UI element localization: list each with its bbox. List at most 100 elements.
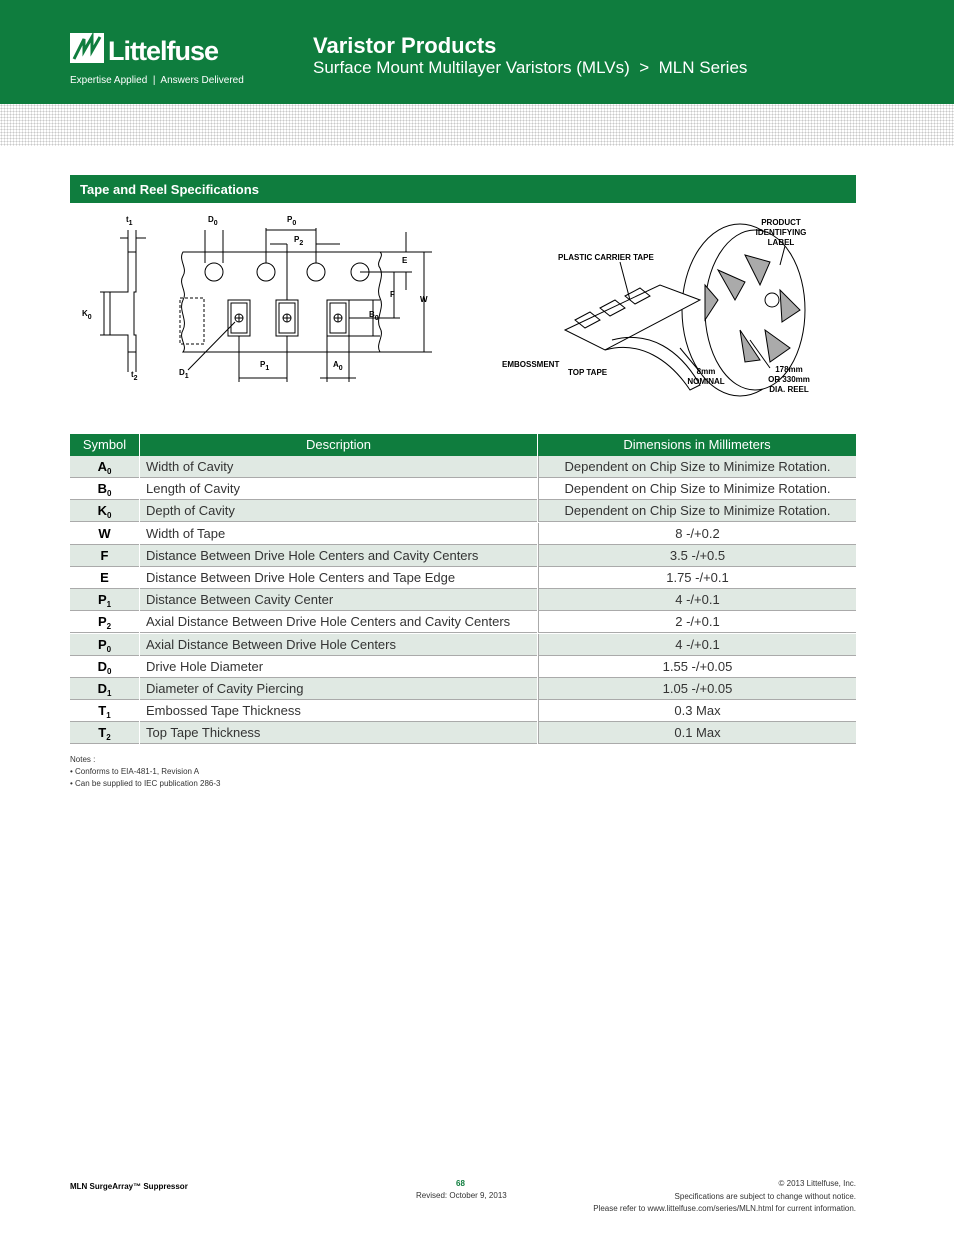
label-main: P bbox=[260, 360, 266, 369]
label-sub: 2 bbox=[299, 240, 303, 247]
description-cell: Distance Between Cavity Center bbox=[140, 589, 537, 612]
column-header: Description bbox=[140, 434, 537, 456]
reel-label: DIA. REEL bbox=[769, 385, 809, 394]
symbol-sub: 0 bbox=[106, 644, 112, 654]
symbol-cell: T2 bbox=[70, 722, 139, 745]
description-cell: Depth of Cavity bbox=[140, 500, 537, 523]
notes-title: Notes : bbox=[70, 755, 96, 764]
dimension-label: P0 bbox=[287, 215, 296, 227]
dimension-label: D0 bbox=[208, 215, 218, 227]
reel-label: TOP TAPE bbox=[568, 368, 608, 377]
description-cell: Length of Cavity bbox=[140, 478, 537, 501]
dimension-cell: 1.55 -/+0.05 bbox=[538, 655, 856, 678]
symbol-cell: A0 bbox=[70, 456, 139, 478]
description-cell: Drive Hole Diameter bbox=[140, 655, 537, 678]
symbol-main: P bbox=[97, 636, 107, 652]
symbol-cell: D1 bbox=[70, 678, 139, 700]
symbol-main: F bbox=[100, 547, 109, 563]
description-cell: Width of Cavity bbox=[140, 456, 537, 478]
header-bar bbox=[0, 0, 954, 104]
reel-label: EMBOSSMENT bbox=[502, 360, 559, 369]
symbol-main: P bbox=[97, 592, 107, 608]
section-title: Tape and Reel Specifications bbox=[80, 182, 259, 197]
dimension-cell: Dependent on Chip Size to Minimize Rotat… bbox=[538, 456, 856, 478]
label-sub: 1 bbox=[265, 365, 269, 372]
symbol-main: B bbox=[97, 481, 107, 497]
dimension-cell: 8 -/+0.2 bbox=[538, 522, 856, 545]
description-cell: Top Tape Thickness bbox=[140, 722, 537, 745]
dimension-label: P1 bbox=[260, 360, 269, 372]
symbol-cell: K0 bbox=[70, 500, 139, 523]
footer-disclaimer: Specifications are subject to change wit… bbox=[674, 1192, 856, 1201]
symbol-cell: P2 bbox=[70, 611, 139, 634]
symbol-sub: 0 bbox=[106, 666, 112, 676]
dimension-cell: Dependent on Chip Size to Minimize Rotat… bbox=[538, 500, 856, 523]
symbol-main: T bbox=[98, 703, 107, 719]
spec-table: Symbol Description Dimensions in Millimete… bbox=[70, 434, 856, 746]
footer-reference: Please refer to www.littelfuse.com/serie… bbox=[593, 1204, 856, 1213]
page-subtitle: Surface Mount Multilayer Varistors (MLVs… bbox=[313, 58, 748, 77]
description-cell: Distance Between Drive Hole Centers and … bbox=[140, 567, 537, 589]
label-main: E bbox=[402, 256, 408, 265]
reel-label: PLASTIC CARRIER TAPE bbox=[558, 253, 655, 262]
symbol-sub: 0 bbox=[106, 489, 112, 499]
symbol-main: T bbox=[98, 725, 107, 741]
dimension-cell: 0.3 Max bbox=[538, 700, 856, 723]
description-cell: Diameter of Cavity Piercing bbox=[140, 678, 537, 700]
symbol-main: E bbox=[100, 570, 109, 585]
note-item: • Conforms to EIA-481-1, Revision A bbox=[70, 767, 200, 776]
label-sub: 0 bbox=[375, 315, 379, 322]
description-cell: Axial Distance Between Drive Hole Center… bbox=[140, 611, 537, 634]
description-cell: Embossed Tape Thickness bbox=[140, 700, 537, 723]
dimension-cell: 0.1 Max bbox=[538, 722, 856, 745]
symbol-main: D bbox=[97, 658, 107, 674]
symbol-sub: 1 bbox=[106, 600, 112, 610]
label-main: K bbox=[82, 309, 88, 318]
symbol-sub: 1 bbox=[106, 711, 111, 721]
symbol-cell: T1 bbox=[70, 700, 139, 723]
symbol-cell: F bbox=[70, 544, 139, 567]
label-sub: 1 bbox=[185, 373, 189, 380]
label-main: D bbox=[208, 215, 214, 224]
label-sub: 0 bbox=[214, 220, 218, 227]
footer-copyright: © 2013 Littelfuse, Inc. bbox=[778, 1179, 857, 1188]
dimension-cell: 3.5 -/+0.5 bbox=[538, 544, 856, 567]
dimension-label: P2 bbox=[294, 235, 303, 247]
symbol-main: K bbox=[97, 503, 107, 519]
label-main: A bbox=[333, 360, 339, 369]
dimension-label: E bbox=[402, 256, 408, 265]
dimension-label: W bbox=[420, 295, 428, 304]
symbol-main: A bbox=[97, 459, 107, 474]
dimension-label: A0 bbox=[333, 360, 343, 372]
logo-icon bbox=[70, 33, 104, 63]
symbol-cell: D0 bbox=[70, 655, 139, 678]
page-title: Varistor Products bbox=[313, 33, 497, 58]
logo-text: Littelfuse bbox=[108, 36, 219, 66]
symbol-main: W bbox=[98, 525, 111, 541]
reel-label: IDENTIFYING bbox=[756, 228, 807, 237]
label-main: W bbox=[420, 295, 428, 304]
label-main: P bbox=[294, 235, 300, 244]
dimension-label: K0 bbox=[82, 309, 92, 321]
reel-label: PRODUCT bbox=[761, 218, 801, 227]
label-sub: 1 bbox=[129, 220, 133, 227]
symbol-sub: 0 bbox=[106, 511, 112, 521]
dimension-label: D1 bbox=[179, 368, 189, 380]
reel-label: 178mm bbox=[775, 365, 803, 374]
reel-label: 8mm bbox=[697, 367, 716, 376]
page-number: 68 bbox=[456, 1179, 465, 1188]
symbol-sub: 2 bbox=[106, 733, 111, 743]
dimension-cell: 1.05 -/+0.05 bbox=[538, 678, 856, 700]
symbol-cell: P1 bbox=[70, 589, 139, 612]
column-header: Dimensions in Millimeters bbox=[538, 434, 856, 456]
label-main: B bbox=[369, 310, 375, 319]
label-main: t bbox=[131, 370, 134, 379]
dimension-cell: 1.75 -/+0.1 bbox=[538, 567, 856, 589]
column-header: Symbol bbox=[70, 434, 139, 456]
label-main: F bbox=[390, 290, 395, 299]
dimension-cell: 2 -/+0.1 bbox=[538, 611, 856, 634]
section-bar bbox=[70, 175, 856, 203]
footer-revised: Revised: October 9, 2013 bbox=[416, 1191, 507, 1200]
label-sub: 0 bbox=[88, 314, 92, 321]
